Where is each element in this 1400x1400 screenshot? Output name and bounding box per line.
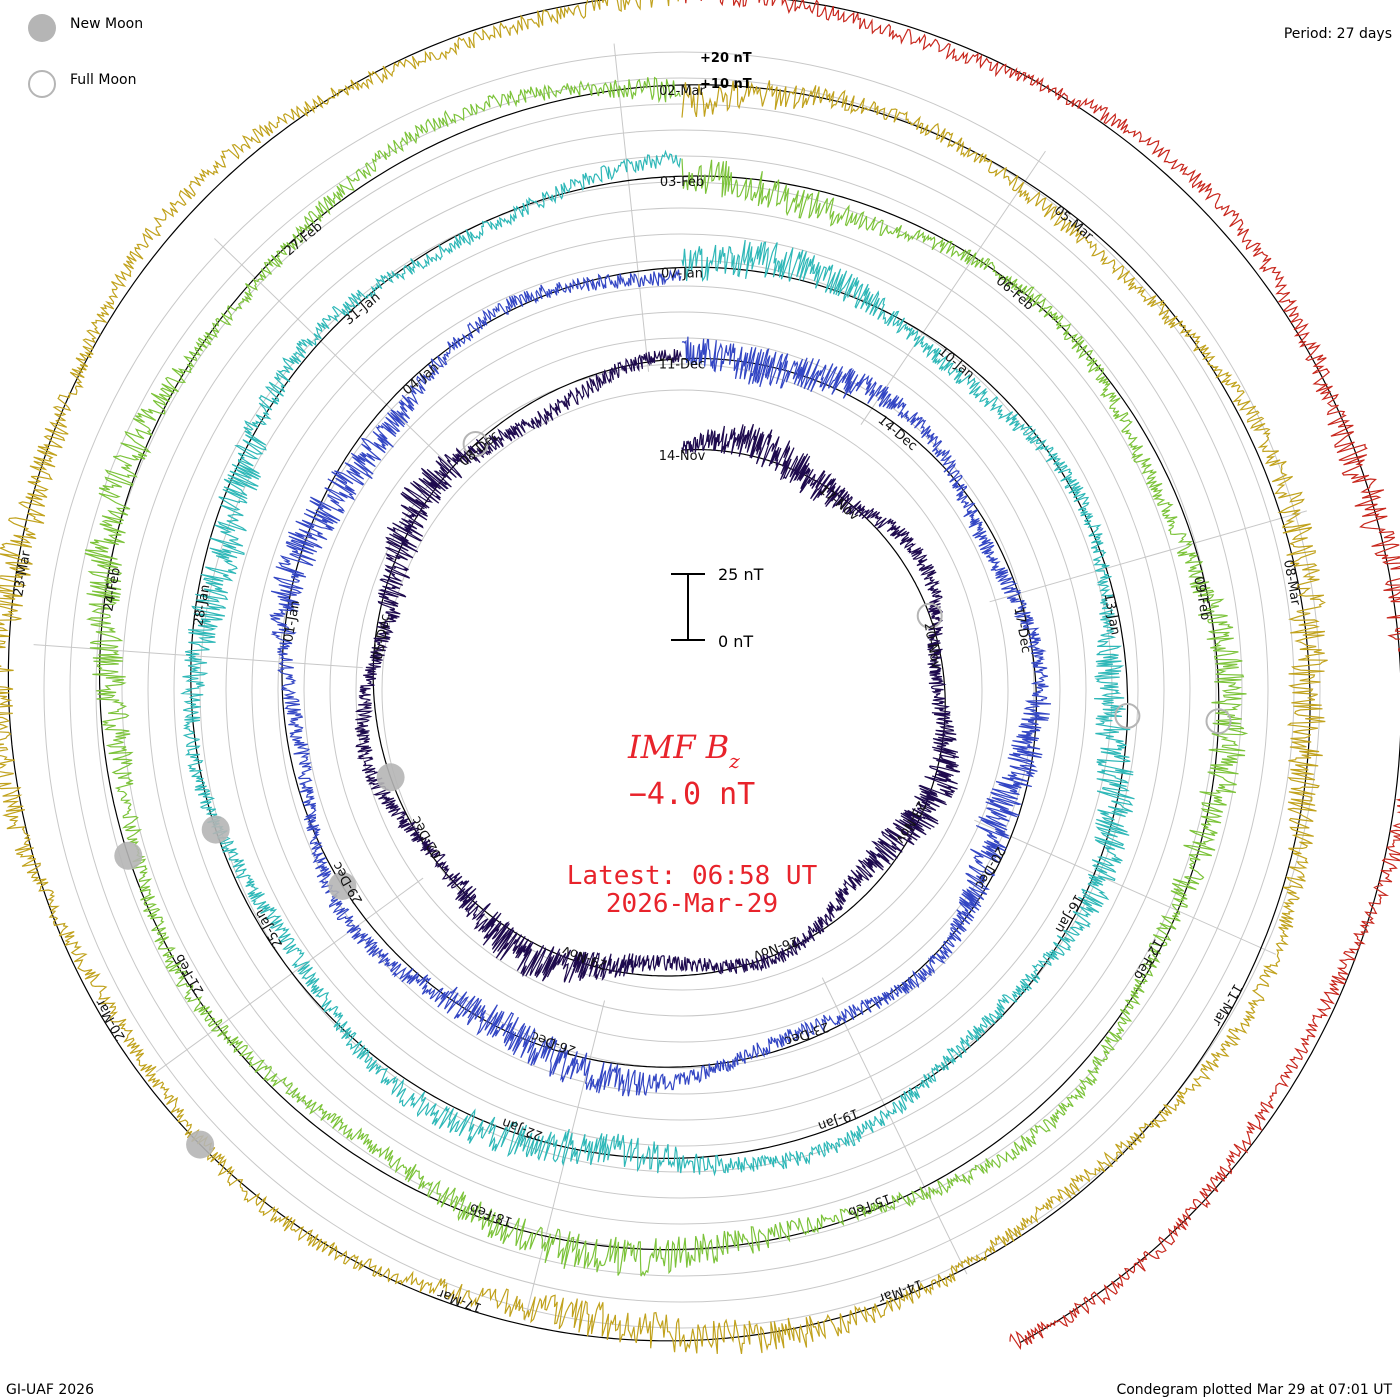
latest-time: Latest: 06:58 UT [567, 861, 818, 891]
grid-ring [173, 181, 1191, 1199]
scale-bar [671, 573, 705, 641]
zero-baselines [7, 0, 1400, 1344]
grid-ring [355, 363, 1009, 1017]
grid-ring [329, 337, 1035, 1043]
full-moon-legend-icon [28, 70, 56, 98]
full-moon-marker [916, 602, 943, 629]
zero-baseline [99, 84, 1220, 1251]
zero-baseline [190, 175, 1129, 1159]
bz-trace-1 [354, 349, 961, 983]
bz-trace-3 [180, 149, 1135, 1177]
grid-spoke [974, 819, 1277, 955]
new-moon-marker [201, 815, 230, 844]
new-moon-marker [114, 841, 143, 870]
grid-spoke [860, 150, 1046, 425]
credit-label: GI-UAF 2026 [6, 1382, 94, 1398]
bz-trace-4 [84, 76, 1249, 1277]
date-label: 14-Mar [876, 1276, 925, 1306]
grid-ring [95, 103, 1269, 1277]
bz-trace-2 [269, 269, 1052, 1097]
date-label: 27-Feb [282, 219, 326, 259]
date-label: 28-Jan [191, 583, 213, 627]
new-moon-marker [328, 872, 357, 900]
new-moon-marker [376, 763, 405, 792]
outer-scale-label-20: +20 nT [700, 51, 752, 66]
date-label: 20-Mar [93, 996, 129, 1044]
scale-bar-high-label: 25 nT [718, 565, 764, 584]
plotted-label: Condegram plotted Mar 29 at 07:01 UT [1116, 1382, 1392, 1398]
grid-ring [277, 285, 1087, 1095]
grid-ring [381, 389, 983, 991]
date-label: 23-Dec [783, 1018, 832, 1048]
date-label: 15-Feb [846, 1190, 893, 1219]
date-label: 11-Dec [659, 358, 705, 373]
latest-date: 2026-Mar-29 [606, 889, 778, 919]
date-label: 11-Mar [1208, 981, 1244, 1029]
bz-trace-6 [684, 0, 1400, 1351]
date-label: 13-Jan [1101, 592, 1123, 636]
outer-scale-label-10: +10 nT [700, 77, 752, 92]
date-label: 19-Jan [816, 1105, 861, 1133]
date-label: 03-Feb [660, 175, 704, 190]
moon-markers [114, 431, 1232, 1159]
zero-baseline [372, 358, 946, 977]
center-title-sub: z [728, 749, 740, 773]
full-moon-marker [1114, 702, 1141, 729]
bz-traces [0, 0, 1400, 1355]
new-moon-marker [186, 1130, 215, 1159]
grid-ring [303, 311, 1061, 1069]
grid-spoke [613, 43, 650, 372]
center-title-main: IMF B [627, 728, 729, 766]
date-label: 17-Dec [1010, 606, 1033, 654]
grid-ring [147, 155, 1217, 1225]
date-label: 12-Feb [1130, 936, 1165, 982]
day-spokes [33, 43, 1307, 1321]
date-label: 07-Jan [661, 267, 703, 282]
date-label: 02-Mar [659, 84, 705, 99]
grid-ring [43, 51, 1321, 1329]
grid-spoke [821, 977, 968, 1275]
grid-ring [251, 259, 1113, 1121]
grid-ring [121, 129, 1243, 1251]
new-moon-legend-icon [28, 14, 56, 42]
grid-spoke [214, 238, 453, 469]
date-label: 23-Mar [11, 549, 34, 597]
full-moon-legend-label: Full Moon [70, 72, 136, 88]
date-label: 14-Nov [659, 449, 706, 464]
new-moon-legend-label: New Moon [70, 16, 143, 32]
grid-ring [69, 77, 1295, 1303]
zero-baseline [281, 266, 1037, 1068]
date-label: 01-Jan [281, 599, 303, 643]
date-label: 02-Dec [409, 813, 445, 861]
scale-bar-low-label: 0 nT [718, 632, 753, 651]
grid-spoke [155, 877, 424, 1073]
full-moon-marker [462, 431, 489, 457]
center-title: IMF Bz [627, 728, 740, 773]
date-label: 25-Jan [252, 907, 286, 951]
date-label: 09-Feb [1190, 575, 1212, 621]
full-moon-marker [1205, 708, 1232, 735]
grid-ring [225, 233, 1139, 1147]
center-value: −4.0 nT [629, 777, 755, 812]
grid-ring [199, 207, 1165, 1173]
grid-spoke [989, 510, 1307, 603]
period-label: Period: 27 days [1284, 26, 1392, 42]
ring-grid [43, 51, 1321, 1329]
bz-trace-5 [0, 0, 1328, 1355]
grid-spoke [33, 644, 363, 669]
